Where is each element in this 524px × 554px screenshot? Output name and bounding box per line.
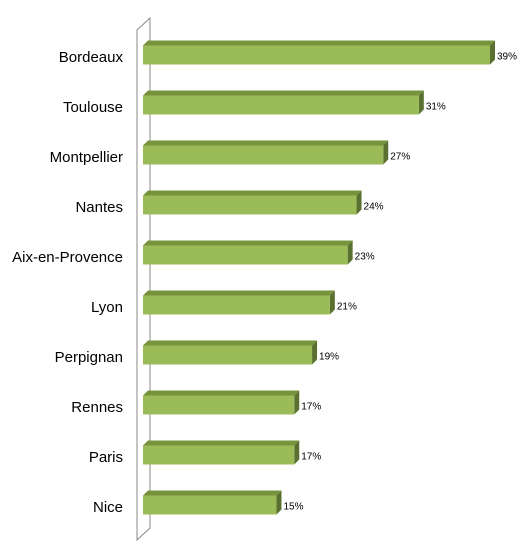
bar-side xyxy=(294,440,300,465)
bar-top xyxy=(143,290,335,296)
bar-top xyxy=(143,190,362,196)
bar-side xyxy=(294,390,300,415)
category-label: Lyon xyxy=(91,299,123,316)
value-label: 31% xyxy=(426,102,446,113)
bar-side xyxy=(329,290,335,315)
bar xyxy=(143,145,384,165)
value-label: 19% xyxy=(319,352,339,363)
bar xyxy=(143,395,295,415)
bar xyxy=(143,245,348,265)
value-label: 15% xyxy=(283,502,303,513)
value-label: 27% xyxy=(390,152,410,163)
value-label: 17% xyxy=(301,452,321,463)
bar-top xyxy=(143,390,300,396)
category-label: Rennes xyxy=(71,399,123,416)
bar xyxy=(143,195,357,215)
bar-side xyxy=(347,240,353,265)
value-label: 17% xyxy=(301,402,321,413)
bar-side xyxy=(356,190,362,215)
bar-top xyxy=(143,90,424,96)
value-label: 39% xyxy=(497,52,517,63)
bar-top xyxy=(143,140,389,146)
bar-top xyxy=(143,440,300,446)
category-label: Nice xyxy=(93,499,123,516)
bar-side xyxy=(276,490,282,515)
bar xyxy=(143,295,330,315)
category-label: Toulouse xyxy=(63,99,123,116)
bar-top xyxy=(143,490,282,496)
bar-side xyxy=(490,40,495,65)
bar-side xyxy=(418,90,424,115)
value-label: 21% xyxy=(337,302,357,313)
category-label: Nantes xyxy=(75,199,123,216)
bar-top xyxy=(143,340,318,346)
bar-top xyxy=(143,40,495,46)
bar xyxy=(143,495,277,515)
category-label: Perpignan xyxy=(55,349,123,366)
bar xyxy=(143,345,313,365)
category-label: Bordeaux xyxy=(59,49,124,66)
bar xyxy=(143,95,419,115)
bar-top xyxy=(143,240,353,246)
value-label: 23% xyxy=(355,252,375,263)
category-label: Paris xyxy=(89,449,123,466)
category-label: Aix-en-Provence xyxy=(12,249,123,266)
bar xyxy=(143,45,490,65)
bar-side xyxy=(383,140,389,165)
bar xyxy=(143,445,295,465)
value-label: 24% xyxy=(364,202,384,213)
category-label: Montpellier xyxy=(50,149,123,166)
bar-side xyxy=(312,340,318,365)
